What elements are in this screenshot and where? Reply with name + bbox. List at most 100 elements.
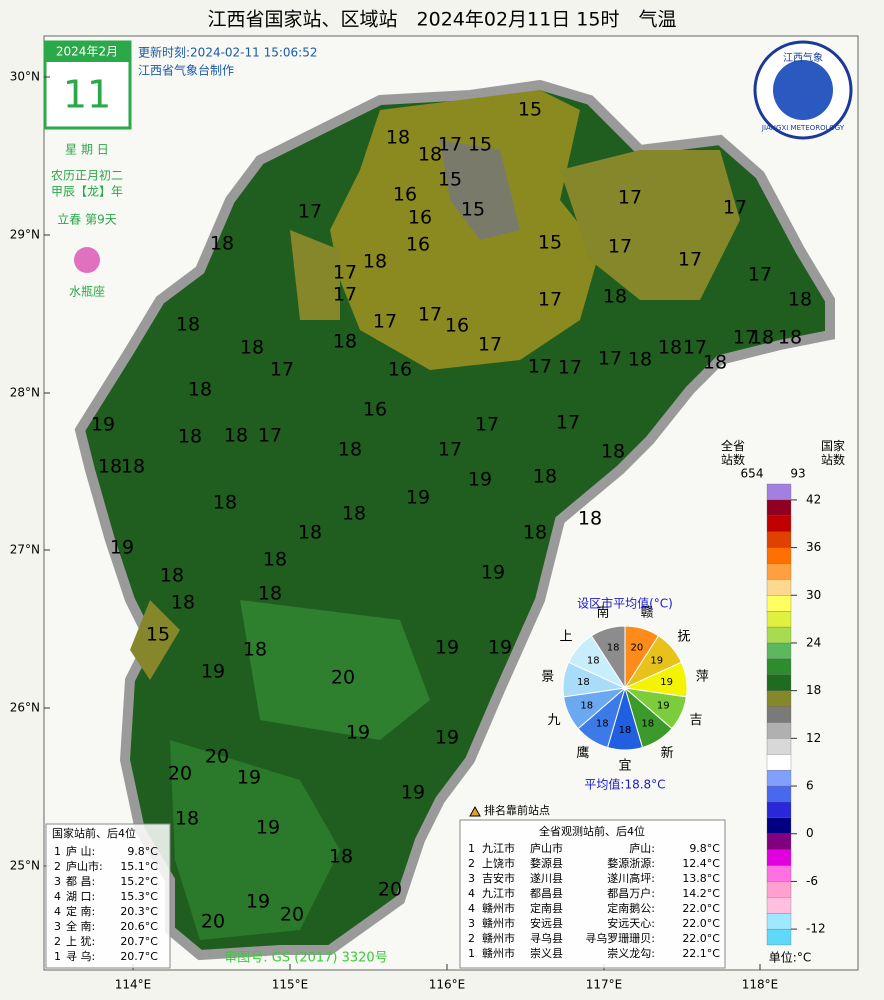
colorbar-label: 18 [806,683,821,697]
right-table-cell: 22.0°C [682,902,720,915]
left-table-cell: 庐 山: [66,844,95,858]
station-value: 18 [533,466,557,488]
colorbar-bin [766,849,792,866]
colorbar-label: -12 [806,922,826,936]
station-value: 17 [608,236,632,258]
colorbar-bin [766,483,792,501]
solar-term: 立春 第9天 [57,212,116,227]
left-table-cell: 15.1°C [120,860,158,873]
pie-slice [590,625,626,690]
colorbar-bin [766,881,792,898]
colorbar-bin [766,658,792,675]
left-table-cell: 3 [54,920,61,933]
date-day: 11 [63,73,111,117]
producer: 江西省气象台制作 [138,63,234,78]
right-table-cell: 12.4°C [682,857,720,870]
station-value: 18 [175,808,199,830]
lat-label: 26°N [10,701,40,715]
left-table-cell: 全 南: [66,919,95,933]
right-table-cell: 庐山市 [530,841,563,855]
station-value: 20 [280,904,304,926]
station-value: 20 [168,763,192,785]
right-table-cell: 1 [468,947,475,960]
zodiac-icon [74,247,100,273]
right-table-cell: 安远县 [530,916,563,930]
station-value: 16 [406,234,430,256]
left-table-cell: 定 南: [66,904,95,918]
right-table-cell: 崇义龙勾: [607,947,655,960]
pie-value: 19 [657,700,670,711]
station-value: 18 [240,337,264,359]
right-table-cell: 吉安市 [482,871,515,885]
legend-header: 国家站数 [821,438,845,467]
right-table-cell: 婺源县 [530,856,563,870]
station-value: 17 [678,249,702,271]
station-value: 19 [346,722,370,744]
colorbar-bin [766,706,792,723]
right-table-cell: 庐山: [629,841,655,855]
left-table-cell: 寻 乌: [66,949,95,963]
station-value: 18 [121,456,145,478]
station-value: 18 [628,349,652,371]
pie-city: 上 [560,629,573,644]
left-table-cell: 都 昌: [66,875,95,888]
left-table-cell: 15.3°C [120,890,158,903]
colorbar-bin [766,833,792,850]
colorbar-bin [766,579,792,596]
pie-value: 18 [641,718,654,729]
olive-area [290,230,340,320]
colorbar-bin [766,817,792,834]
station-value: 18 [386,127,410,149]
pie-value: 18 [607,643,620,654]
province [74,79,835,961]
right-table-cell: 赣州市 [482,916,515,930]
right-table-cell: 14.2°C [682,887,720,900]
left-table-box [45,823,171,969]
left-table-cell: 湖 口: [66,890,95,903]
pie-value: 19 [650,655,663,666]
right-table-cell: 22.0°C [682,932,720,945]
pie-value: 18 [587,655,600,666]
logo-en: JIANGXI METEOROLOGY [761,124,845,132]
station-value: 16 [408,207,432,229]
colorbar-label: 24 [806,635,821,649]
colorbar-bin [766,801,792,818]
colorbar-bin [766,769,792,787]
pie-city: 鹰 [576,745,589,761]
green-area [170,740,340,940]
station-value: 19 [237,767,261,789]
left-table-title: 国家站前、后4位 [52,826,136,840]
station-value: 17 [556,412,580,434]
olive-area [330,90,600,370]
right-table-cell: 都昌县 [530,887,563,900]
station-value: 18 [523,522,547,544]
update-time: 更新时刻:2024-02-11 15:06:52 [138,45,318,60]
station-value: 15 [146,624,170,646]
logo: 江西气象 JIANGXI METEOROLOGY [753,40,853,140]
legend-header-line: 站数 [721,452,745,467]
station-value: 18 [363,251,387,273]
lunar-date: 农历正月初二 [51,169,123,183]
left-table-cell: 2 [54,860,61,873]
province-shape [74,79,835,961]
station-value: 17 [528,356,552,378]
colorbar-bin [766,563,792,580]
station-value: 19 [256,817,280,839]
pie-value: 19 [660,677,673,688]
lon-label: 118°E [742,978,779,992]
left-table-cell: 20.6°C [120,920,158,933]
date-month: 2024年2月 [56,45,118,59]
left-table-cell: 上 犹: [66,935,95,948]
left-table-cell: 20.7°C [120,950,158,963]
nat-count: 93 [790,467,805,481]
station-value: 18 [418,144,442,166]
station-value: 18 [329,846,353,868]
station-value: 17 [258,425,282,447]
station-value: 17 [683,337,707,359]
right-table-cell: 寻乌县 [530,931,563,945]
station-value: 17 [748,264,772,286]
colorbar-bin [766,642,792,660]
station-value: 15 [468,134,492,156]
lon-label: 114°E [115,978,152,992]
